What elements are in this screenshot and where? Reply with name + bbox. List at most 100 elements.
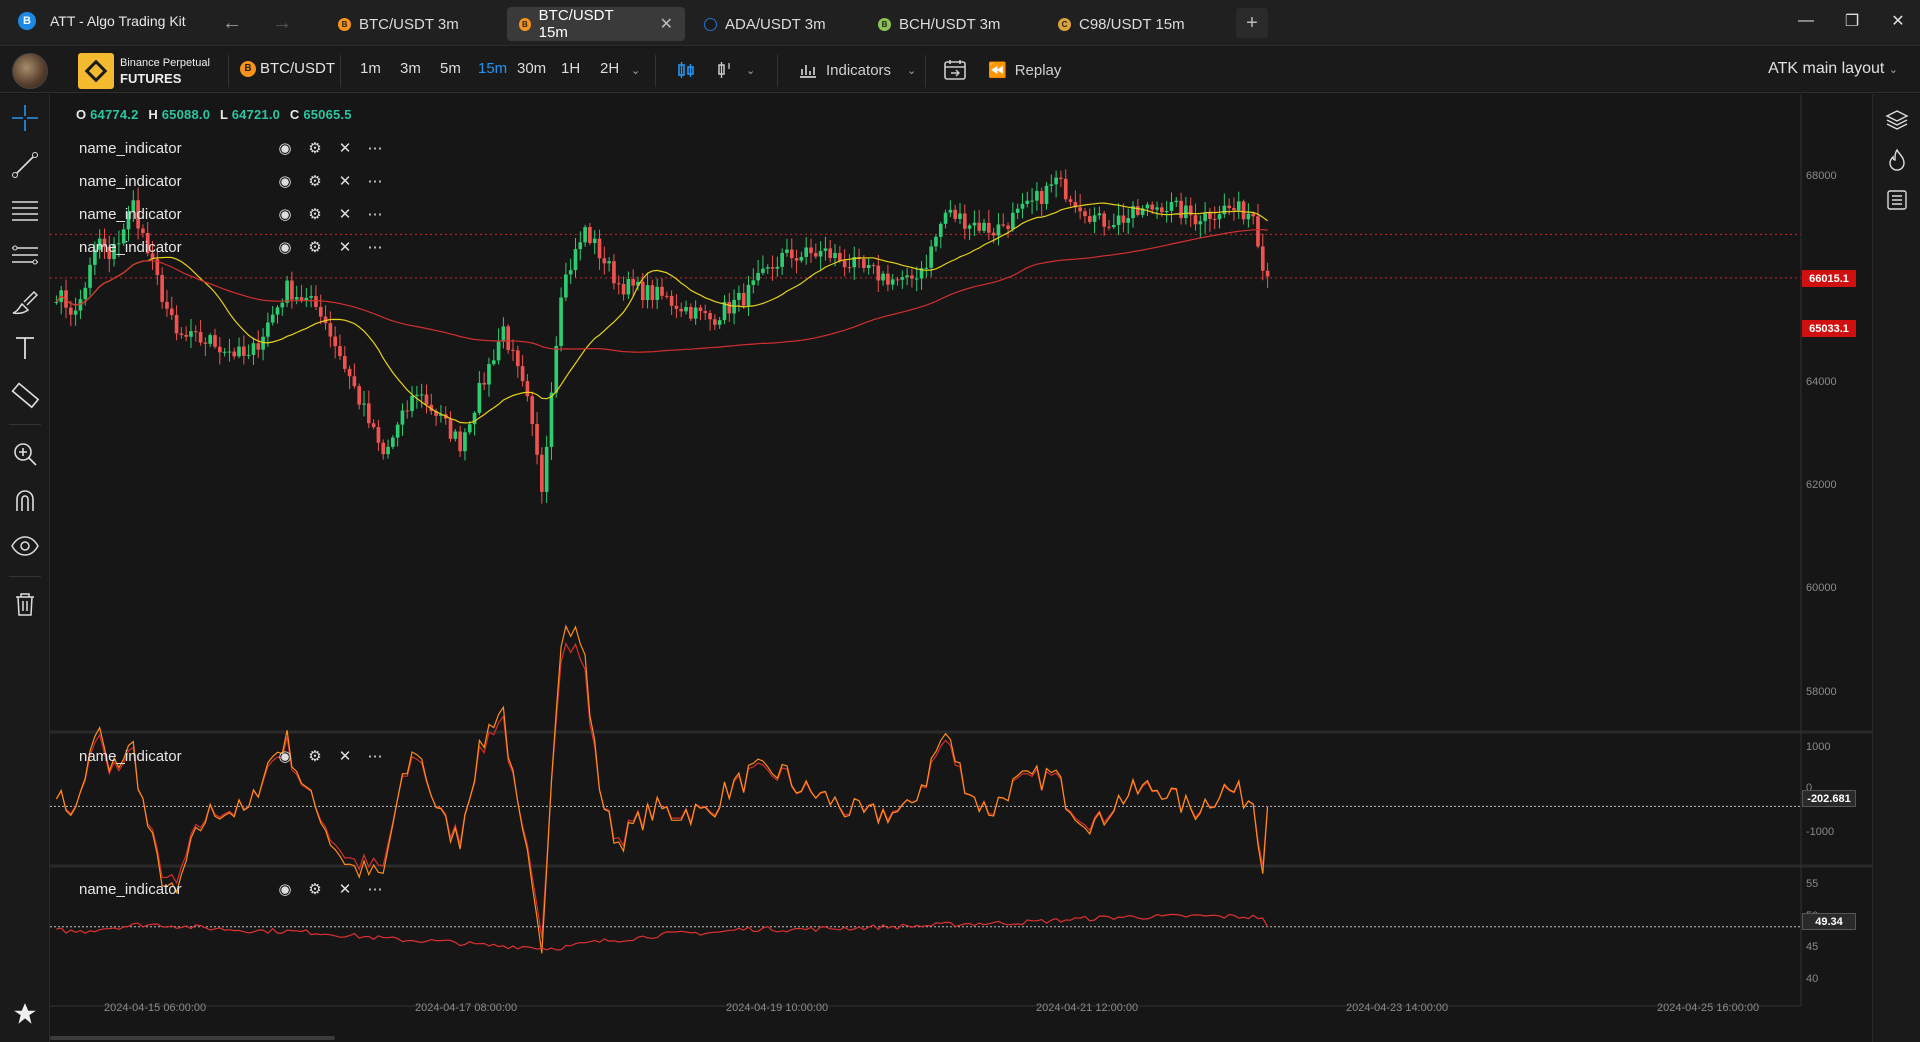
more-icon[interactable]: ⋯ — [367, 239, 383, 256]
gear-icon[interactable]: ⚙ — [308, 140, 322, 157]
candle-body — [1179, 200, 1183, 219]
indicators-button[interactable]: Indicators ⌄ — [798, 56, 916, 84]
gear-icon[interactable]: ⚙ — [308, 173, 322, 190]
candle-body — [669, 295, 674, 306]
visibility-icon[interactable]: ◉ — [278, 881, 292, 898]
candle-body — [169, 308, 174, 316]
star-icon[interactable] — [9, 998, 41, 1030]
candle-body — [131, 200, 136, 212]
brush-icon[interactable] — [9, 286, 41, 318]
close-window-icon[interactable]: ✕ — [1891, 13, 1905, 30]
binance-logo-icon[interactable] — [78, 53, 114, 89]
candle-body — [155, 258, 160, 276]
timeframe-3m[interactable]: 3m — [400, 60, 421, 77]
close-tab-icon[interactable]: ✕ — [659, 16, 673, 33]
more-icon[interactable]: ⋯ — [367, 748, 383, 765]
tab-c98-15m[interactable]: C C98/USDT 15m — [1046, 7, 1197, 41]
gear-icon[interactable]: ⚙ — [308, 239, 322, 256]
visibility-icon[interactable]: ◉ — [278, 748, 292, 765]
magnet-icon[interactable] — [9, 484, 41, 516]
eye-icon[interactable] — [9, 530, 41, 562]
horizontal-lines-icon[interactable] — [9, 194, 41, 226]
timeframe-1h[interactable]: 1H — [561, 60, 581, 77]
indicator-row[interactable]: name_indicator ◉ ⚙ ✕ ⋯ — [66, 877, 386, 901]
tab-ada-3m[interactable]: ADA/USDT 3m — [692, 7, 838, 41]
trash-icon[interactable] — [9, 588, 41, 620]
replay-button[interactable]: ⏪ Replay — [988, 56, 1061, 84]
more-icon[interactable]: ⋯ — [367, 173, 383, 190]
tab-btc-3m[interactable]: B BTC/USDT 3m — [326, 7, 471, 41]
bitcoin-icon: B — [519, 17, 531, 31]
tab-btc-15m[interactable]: B BTC/USDT 15m ✕ — [507, 7, 685, 41]
bar-type-icon[interactable]: ⌄ — [716, 56, 755, 84]
crosshair-icon[interactable] — [9, 102, 41, 134]
horizontal-scrollbar[interactable] — [50, 1036, 335, 1040]
indicator-row[interactable]: name_indicator ◉ ⚙ ✕ ⋯ — [66, 235, 386, 259]
candle-body — [145, 233, 150, 254]
timeframe-dropdown-icon[interactable]: ⌄ — [631, 64, 641, 77]
candle-type-icon[interactable] — [676, 56, 696, 84]
close-icon[interactable]: ✕ — [338, 206, 352, 223]
restore-icon[interactable]: ❐ — [1844, 13, 1860, 30]
avatar[interactable] — [12, 53, 48, 89]
timeframe-2h[interactable]: 2H — [600, 60, 620, 77]
chart-area[interactable] — [50, 94, 1872, 1042]
more-icon[interactable]: ⋯ — [367, 140, 383, 157]
visibility-icon[interactable]: ◉ — [278, 206, 292, 223]
zoom-in-icon[interactable] — [9, 438, 41, 470]
tab-bch-3m[interactable]: B BCH/USDT 3m — [866, 7, 1012, 41]
close-icon[interactable]: ✕ — [338, 140, 352, 157]
visibility-icon[interactable]: ◉ — [278, 140, 292, 157]
candle-body — [919, 268, 924, 279]
more-icon[interactable]: ⋯ — [367, 206, 383, 223]
gear-icon[interactable]: ⚙ — [308, 206, 322, 223]
close-icon[interactable]: ✕ — [338, 748, 352, 765]
timeframe-30m[interactable]: 30m — [517, 60, 547, 77]
chevron-down-icon[interactable]: ⌄ — [907, 64, 917, 77]
candle-body — [525, 381, 530, 397]
candle-body — [251, 343, 256, 355]
layers-icon[interactable] — [1883, 106, 1911, 134]
c98-icon: C — [1058, 17, 1071, 31]
timeframe-15m[interactable]: 15m — [478, 60, 508, 77]
bitcoin-icon: B — [240, 60, 256, 77]
layout-selector[interactable]: ATK main layout ⌄ — [1768, 60, 1898, 78]
time-axis-label: 2024-04-19 10:00:00 — [726, 1002, 829, 1014]
chevron-down-icon[interactable]: ⌄ — [746, 64, 756, 77]
candle-body — [97, 238, 102, 250]
gear-icon[interactable]: ⚙ — [308, 748, 322, 765]
candle-body — [1251, 213, 1256, 217]
visibility-icon[interactable]: ◉ — [278, 173, 292, 190]
indicator-row[interactable]: name_indicator ◉ ⚙ ✕ ⋯ — [66, 169, 386, 193]
back-arrow-icon[interactable]: ← — [222, 11, 242, 34]
more-icon[interactable]: ⋯ — [367, 881, 383, 898]
trendline-icon[interactable] — [9, 149, 41, 181]
candle-body — [458, 431, 462, 452]
ruler-icon[interactable] — [9, 379, 41, 411]
timeframe-5m[interactable]: 5m — [440, 60, 461, 77]
list-icon[interactable] — [1883, 186, 1911, 214]
symbol-selector[interactable]: B BTC/USDT — [240, 60, 335, 77]
minimize-icon[interactable]: — — [1798, 12, 1814, 29]
forward-arrow-icon[interactable]: → — [272, 11, 292, 34]
text-tool-icon[interactable] — [9, 332, 41, 364]
visibility-icon[interactable]: ◉ — [278, 239, 292, 256]
indicator-row[interactable]: name_indicator ◉ ⚙ ✕ ⋯ — [66, 202, 386, 226]
add-tab-icon[interactable]: + — [1236, 8, 1268, 38]
fire-icon[interactable] — [1883, 146, 1911, 174]
close-value: 65065.5 — [303, 107, 352, 122]
indicator-row[interactable]: name_indicator ◉ ⚙ ✕ ⋯ — [66, 744, 386, 768]
candle-body — [722, 301, 727, 321]
close-icon[interactable]: ✕ — [338, 173, 352, 190]
fibonacci-icon[interactable] — [9, 239, 41, 271]
gear-icon[interactable]: ⚙ — [308, 881, 322, 898]
indicator-row[interactable]: name_indicator ◉ ⚙ ✕ ⋯ — [66, 136, 386, 160]
calendar-icon[interactable] — [943, 56, 967, 84]
exchange-name[interactable]: Binance Perpetual FUTURES — [120, 55, 210, 87]
timeframe-1m[interactable]: 1m — [360, 60, 381, 77]
candle-body — [607, 261, 611, 264]
candle-body — [1015, 208, 1020, 213]
close-icon[interactable]: ✕ — [338, 239, 352, 256]
close-icon[interactable]: ✕ — [338, 881, 352, 898]
candle-body — [1222, 205, 1227, 215]
